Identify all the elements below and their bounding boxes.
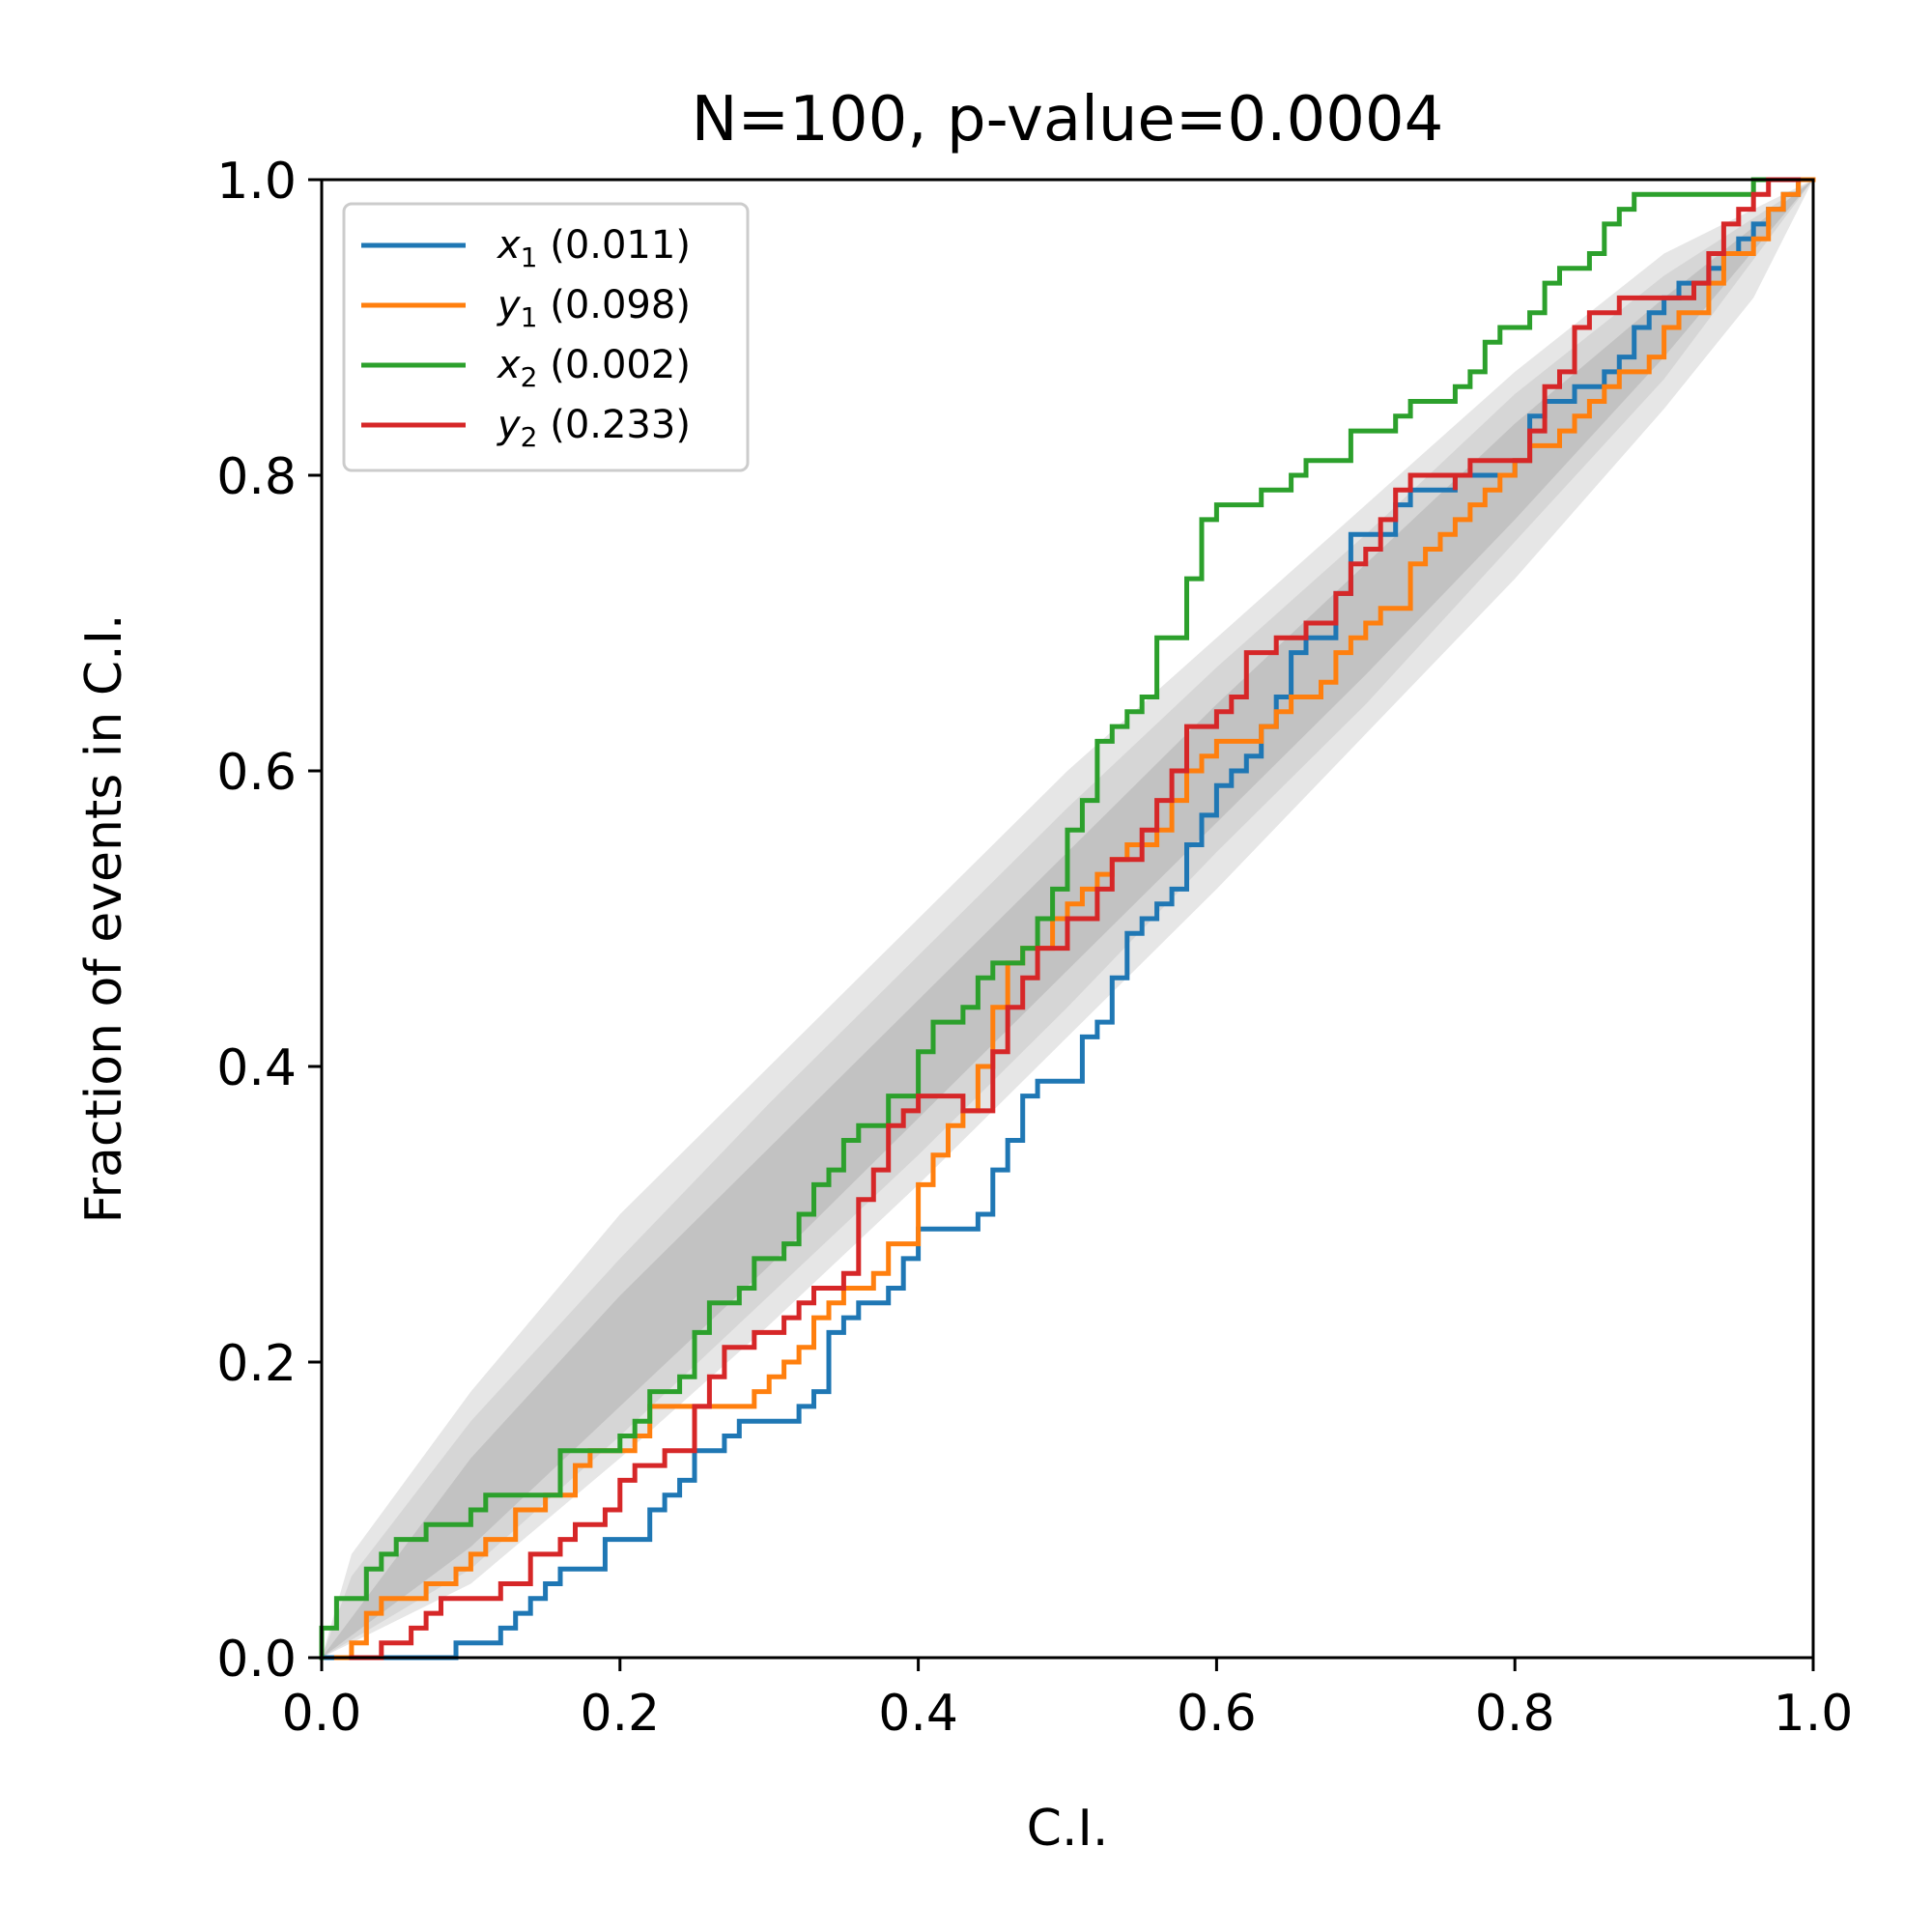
- y-tick-label: 0.6: [216, 744, 297, 802]
- legend-label: x1 (0.011): [496, 223, 691, 273]
- chart-title: N=100, p-value=0.0004: [692, 84, 1444, 156]
- x-tick-label: 0.8: [1475, 1685, 1555, 1743]
- legend-box: [342, 202, 750, 472]
- x-tick-label: 0.0: [282, 1685, 362, 1743]
- legend: x1 (0.011) y1 (0.098) x2 (0.002) y2 (0.233): [342, 202, 750, 472]
- y-tick-label: 0.4: [216, 1039, 297, 1097]
- legend-label: y1 (0.098): [497, 283, 691, 333]
- x-tick-label: 0.6: [1177, 1685, 1257, 1743]
- y-axis-ticks: 0.0 0.2 0.4 0.6 0.8 1.0: [216, 153, 322, 1689]
- y-tick-label: 0.2: [216, 1335, 297, 1393]
- x-tick-label: 0.2: [580, 1685, 660, 1743]
- x-axis-ticks: 0.0 0.2 0.4 0.6 0.8 1.0: [282, 1658, 1854, 1743]
- x-tick-label: 0.4: [878, 1685, 958, 1743]
- series-lines: [319, 177, 1816, 1661]
- x-axis-label: C.I.: [1027, 1800, 1109, 1858]
- y-tick-label: 0.8: [216, 448, 297, 506]
- series-line-3: [319, 177, 1772, 1661]
- legend-label: y2 (0.233): [497, 403, 691, 453]
- legend-entries: x1 (0.011) y1 (0.098) x2 (0.002) y2 (0.233): [361, 223, 691, 453]
- plot-frame: [320, 178, 1815, 1660]
- series-line-1: [319, 177, 1816, 1661]
- x-tick-label: 1.0: [1774, 1685, 1854, 1743]
- y-tick-label: 0.0: [216, 1631, 297, 1689]
- series-line-4: [349, 177, 1802, 1661]
- legend-label: x2 (0.002): [496, 343, 691, 393]
- y-axis-label: Fraction of events in C.I.: [75, 613, 133, 1223]
- y-tick-label: 1.0: [216, 153, 297, 211]
